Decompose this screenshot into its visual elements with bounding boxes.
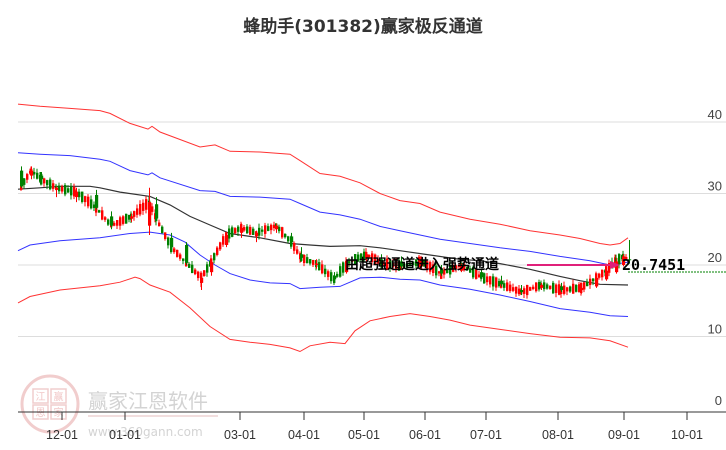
chart-title: 蜂助手(301382)赢家极反通道 (243, 17, 483, 37)
candle (20, 170, 24, 187)
outer_lower-line (17, 276, 629, 353)
candle (420, 261, 424, 267)
candle (595, 277, 599, 287)
candle (155, 204, 159, 219)
watermark-url: www.360gann.com (88, 425, 203, 439)
candle (130, 216, 134, 219)
candle (75, 192, 79, 198)
x-tick-label: 12-01 (46, 428, 78, 442)
x-tick-label: 05-01 (348, 428, 380, 442)
x-tick-label: 06-01 (409, 428, 441, 442)
candle (275, 225, 279, 230)
logo-icon: 江 赢 恩 家 (20, 374, 80, 434)
candle (210, 262, 214, 273)
candle (400, 261, 404, 267)
gridlines (18, 121, 726, 337)
x-tick-label: 09-01 (608, 428, 640, 442)
last-price-label: 20.7451 (622, 256, 685, 274)
candle (500, 280, 504, 285)
candle (95, 194, 99, 208)
signal-annotation: 由超强通道进入强势通道 (345, 256, 499, 273)
candle (300, 254, 304, 258)
candle (148, 202, 152, 226)
outer_upper-line (17, 103, 629, 246)
inner_upper-line (17, 152, 629, 266)
candle (345, 263, 349, 273)
candle (622, 256, 626, 265)
candle (240, 227, 244, 233)
candle (520, 290, 524, 293)
candle (480, 272, 484, 278)
candle (110, 216, 114, 226)
candle (40, 175, 44, 180)
y-tick-label: 40 (708, 107, 722, 122)
y-tick-label: 30 (708, 179, 722, 194)
candle (290, 236, 294, 243)
inner_lower-line (17, 231, 629, 317)
candle (628, 259, 632, 261)
x-tick-label: 07-01 (470, 428, 502, 442)
candle (440, 268, 444, 274)
candle (380, 259, 384, 263)
watermark-brand: 赢家江恩软件 (88, 389, 208, 413)
candle (315, 263, 319, 265)
axes: 0 10 20 30 40 12-01 01-01 03-01 04-01 05-01 06-01 0… (18, 107, 726, 442)
arrow-head-icon (610, 261, 620, 269)
svg-text:恩: 恩 (36, 407, 46, 419)
x-tick-label: 04-01 (288, 428, 320, 442)
x-tick-label: 10-01 (671, 428, 703, 442)
candlesticks (20, 166, 632, 299)
candle (460, 265, 464, 271)
candle (580, 287, 584, 291)
candle (540, 285, 544, 288)
x-tick-label: 03-01 (224, 428, 256, 442)
candle (185, 244, 189, 263)
candle (365, 254, 369, 258)
candle (605, 270, 609, 280)
candle (615, 261, 619, 273)
y-tick-label: 0 (715, 393, 722, 408)
candle (55, 187, 59, 190)
y-tick-label: 20 (708, 250, 722, 265)
svg-text:江: 江 (36, 391, 46, 403)
channel-lines (17, 103, 629, 353)
candle (200, 277, 204, 283)
candle (560, 286, 564, 291)
x-tick-label: 01-01 (109, 428, 141, 442)
svg-text:赢: 赢 (54, 390, 64, 403)
candle (255, 232, 259, 237)
candle (30, 170, 34, 176)
x-tick-label: 08-01 (542, 428, 574, 442)
candle (225, 234, 229, 245)
y-tick-label: 10 (708, 322, 722, 337)
middle-line (17, 185, 629, 286)
candle (170, 237, 174, 248)
annotation: 由超强通道进入强势通道 20.7451 (345, 256, 726, 274)
candle (333, 275, 337, 280)
